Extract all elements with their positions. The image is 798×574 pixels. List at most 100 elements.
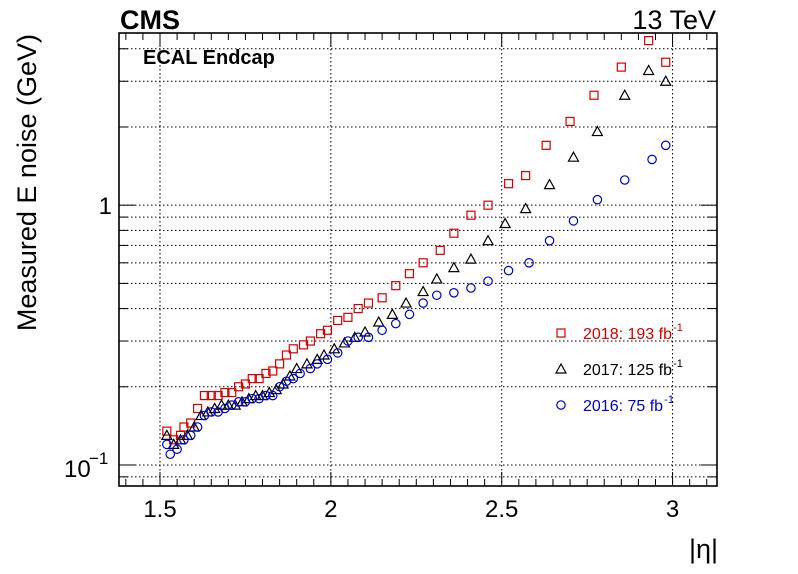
data-point-triangle: [400, 296, 413, 308]
data-point-square: [449, 228, 459, 238]
data-point-triangle: [618, 88, 631, 100]
data-point-triangle: [160, 429, 173, 440]
legend-marker-square: [556, 328, 566, 338]
data-point-circle: [418, 298, 428, 308]
data-point-circle: [568, 216, 579, 226]
data-point-triangle: [338, 336, 351, 348]
data-point-square: [377, 293, 387, 303]
data-point-circle: [353, 332, 363, 343]
data-point-circle: [343, 336, 353, 346]
data-point-square: [483, 200, 493, 210]
data-point-triangle: [567, 150, 580, 162]
data-point-circle: [466, 283, 476, 293]
data-point-circle: [206, 407, 217, 417]
data-point-square: [240, 379, 251, 389]
axis-ticks: [119, 33, 717, 486]
experiment-label: CMS: [120, 5, 180, 35]
data-point-triangle: [464, 252, 477, 264]
data-point-triangle: [283, 369, 296, 381]
legend-label-exponent: -1: [673, 322, 683, 334]
data-point-circle: [247, 393, 258, 404]
data-point-triangle: [188, 420, 201, 432]
data-point-triangle: [659, 74, 672, 86]
data-point-square: [541, 140, 551, 150]
data-point-triangle: [348, 331, 361, 342]
data-point-circle: [390, 318, 401, 329]
x-tick-labels: 1.5 2 2.5 3: [143, 496, 679, 523]
data-point-circle: [544, 235, 555, 246]
data-point-square: [343, 312, 353, 322]
data-point-square: [565, 116, 575, 127]
x-tick-label: 1.5: [143, 496, 176, 523]
data-point-circle: [288, 373, 299, 384]
data-point-circle: [322, 354, 333, 365]
data-point-square: [353, 303, 363, 314]
data-point-circle: [165, 449, 176, 460]
data-point-triangle: [499, 217, 512, 229]
data-point-square: [521, 170, 531, 181]
data-point-triangle: [359, 325, 372, 337]
data-point-square: [322, 325, 333, 335]
data-point-circle: [592, 194, 603, 205]
legend-marker-circle: [556, 400, 566, 410]
data-point-square: [435, 245, 445, 255]
data-point-triangle: [386, 308, 399, 319]
data-markers: [160, 36, 672, 460]
data-point-triangle: [300, 357, 313, 369]
data-point-square: [220, 387, 230, 398]
y-tick-labels: 10−1 1: [64, 193, 112, 483]
data-point-triangle: [447, 261, 460, 273]
legend-label-exponent: -1: [673, 358, 683, 370]
y-axis-title: Measured E noise (GeV): [12, 34, 42, 331]
y-tick-label: 1: [99, 193, 112, 220]
data-point-circle: [233, 397, 244, 407]
data-point-square: [404, 269, 415, 279]
data-point-triangle: [372, 315, 385, 327]
grid-lines: [119, 33, 717, 486]
data-point-circle: [483, 276, 493, 286]
data-point-circle: [305, 363, 316, 374]
data-point-square: [281, 350, 292, 360]
data-point-circle: [281, 376, 292, 387]
data-point-square: [261, 368, 271, 379]
data-point-circle: [192, 422, 203, 432]
legend-label-exponent: -1: [664, 394, 674, 406]
data-point-circle: [647, 154, 657, 165]
data-point-triangle: [430, 272, 443, 284]
data-point-square: [206, 390, 216, 401]
data-point-circle: [503, 265, 514, 276]
legend-label: 2016: 75 fb: [583, 398, 663, 415]
data-point-triangle: [642, 64, 655, 76]
data-point-circle: [274, 381, 285, 392]
x-tick-label: 2: [324, 496, 337, 523]
data-point-triangle: [181, 429, 194, 440]
data-point-circle: [185, 430, 196, 441]
energy-label: 13 TeV: [632, 5, 716, 35]
y-tick-label-exponent: −1: [89, 449, 108, 468]
data-point-square: [305, 336, 315, 346]
data-point-triangle: [482, 234, 495, 246]
data-point-square: [644, 36, 654, 46]
data-point-square: [288, 344, 298, 354]
data-point-triangle: [263, 386, 276, 398]
data-point-square: [254, 374, 264, 384]
data-point-triangle: [543, 178, 556, 190]
data-point-circle: [267, 390, 278, 401]
data-point-circle: [660, 140, 671, 151]
data-point-triangle: [277, 377, 290, 389]
data-point-circle: [449, 287, 459, 298]
data-point-square: [213, 390, 223, 401]
legend-marker-triangle: [554, 362, 568, 374]
region-label: ECAL Endcap: [143, 47, 275, 69]
data-point-circle: [363, 332, 374, 343]
data-point-square: [275, 359, 285, 369]
data-point-triangle: [591, 125, 604, 137]
data-point-square: [616, 62, 626, 72]
data-point-triangle: [290, 362, 303, 374]
data-point-circle: [404, 309, 415, 320]
data-point-triangle: [249, 389, 262, 401]
data-point-circle: [295, 368, 305, 379]
legend-label: 2018: 193 fb: [583, 326, 672, 343]
data-point-square: [363, 298, 374, 308]
